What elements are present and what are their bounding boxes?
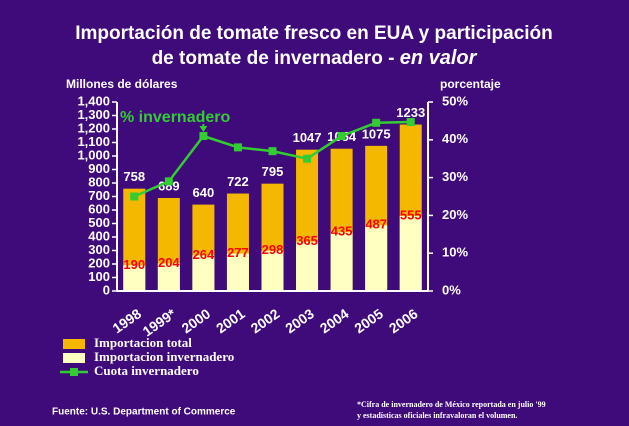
x-tick-label: 1998 — [109, 305, 144, 336]
legend-label: Importacion total — [94, 335, 192, 350]
line-marker — [337, 132, 346, 141]
line-marker — [303, 154, 312, 163]
line-marker — [164, 177, 173, 186]
legend-swatch — [63, 353, 85, 363]
y2-tick-label: 20% — [442, 207, 468, 222]
chart-title: de tomate de invernadero - — [152, 48, 400, 69]
value-label: 298 — [262, 242, 284, 257]
value-label: 722 — [227, 174, 249, 189]
bar — [399, 216, 422, 291]
y2-tick-label: 50% — [442, 93, 468, 108]
value-label: 365 — [296, 233, 318, 248]
legend-label: Cuota invernadero — [94, 363, 199, 378]
value-label: 758 — [123, 169, 145, 184]
bar — [365, 225, 388, 291]
chart-title: Importación de tomate fresco en EUA y pa… — [75, 23, 553, 44]
y-tick-label: 1,400 — [77, 93, 110, 108]
y-tick-label: 1,300 — [77, 107, 110, 122]
source: Fuente: U.S. Department of Commerce — [52, 407, 236, 418]
y-tick-label: 400 — [88, 228, 110, 243]
y-axis-label: Millones de dólares — [66, 77, 178, 91]
value-label: 1047 — [293, 130, 322, 145]
line-marker — [268, 147, 277, 156]
value-label: 795 — [262, 164, 284, 179]
bar — [157, 263, 180, 291]
line-marker — [130, 192, 139, 201]
value-label: 1075 — [362, 126, 391, 141]
y-tick-label: 600 — [88, 201, 110, 216]
value-label: 190 — [123, 257, 145, 272]
line-marker — [406, 118, 415, 127]
x-tick-label: 2006 — [386, 305, 421, 336]
y2-tick-label: 0% — [442, 282, 461, 297]
bar — [296, 241, 319, 291]
bar — [192, 255, 215, 291]
value-label: 264 — [193, 247, 215, 262]
x-tick-label: 2004 — [317, 305, 352, 336]
bar — [226, 253, 249, 291]
legend-swatch — [63, 339, 85, 349]
y-tick-label: 300 — [88, 242, 110, 257]
value-label: 487 — [365, 217, 387, 232]
value-label: 640 — [193, 185, 215, 200]
y-tick-label: 100 — [88, 269, 110, 284]
annotation: % invernadero — [120, 109, 230, 126]
x-tick-label: 2001 — [213, 305, 248, 336]
y-tick-label: 200 — [88, 255, 110, 270]
annotation-arrow — [199, 126, 208, 133]
footnote: *Cifra de invernadero de México reportad… — [357, 400, 546, 409]
x-tick-label: 2002 — [248, 305, 283, 336]
value-label: 689 — [158, 178, 180, 193]
y-tick-label: 1,200 — [77, 120, 110, 135]
bar — [123, 265, 146, 291]
legend-swatch — [70, 368, 78, 376]
y2-tick-label: 10% — [442, 245, 468, 260]
value-label: 1233 — [396, 105, 425, 120]
line-marker — [372, 118, 381, 127]
value-label: 277 — [227, 245, 249, 260]
value-label: 435 — [331, 224, 353, 239]
x-tick-label: 2003 — [282, 305, 317, 336]
chart-title: de tomate de invernadero - en valor — [152, 47, 478, 69]
x-tick-label: 2000 — [179, 305, 214, 336]
line-marker — [199, 132, 208, 141]
line-marker — [233, 143, 242, 152]
chart-title-emphasis: en valor — [400, 47, 478, 69]
y2-tick-label: 40% — [442, 131, 468, 146]
y-tick-label: 800 — [88, 174, 110, 189]
y2-axis-label: porcentaje — [440, 77, 501, 91]
y-tick-label: 0 — [103, 282, 110, 297]
legend-label: Importacion invernadero — [94, 349, 234, 364]
y2-tick-label: 30% — [442, 169, 468, 184]
y-tick-label: 1,100 — [77, 134, 110, 149]
y-tick-label: 500 — [88, 215, 110, 230]
y-tick-label: 900 — [88, 161, 110, 176]
bar — [330, 232, 353, 291]
x-tick-label: 2005 — [351, 305, 386, 336]
bar — [261, 250, 284, 291]
y-tick-label: 1,000 — [77, 147, 110, 162]
value-label: 204 — [158, 255, 180, 270]
footnote: y estadísticas oficiales infravaloran el… — [357, 411, 517, 420]
value-label: 555 — [400, 208, 422, 223]
y-tick-label: 700 — [88, 188, 110, 203]
